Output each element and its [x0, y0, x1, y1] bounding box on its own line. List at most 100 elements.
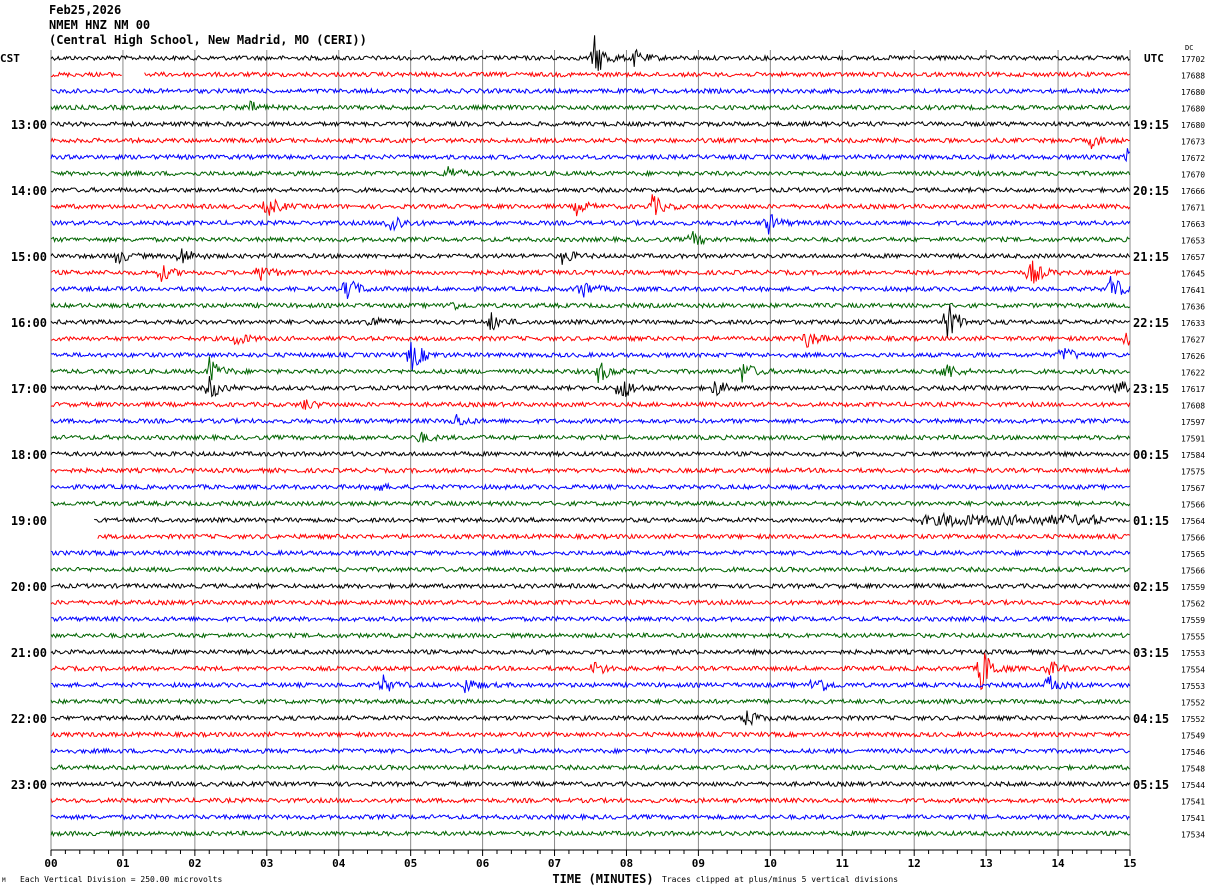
utc-hour-label: 02:15 — [1133, 580, 1169, 594]
dc-label: DC — [1185, 44, 1193, 52]
trace-17 — [50, 332, 1131, 348]
trace-22 — [50, 414, 1130, 426]
cst-hour-label: 21:00 — [11, 646, 47, 660]
utc-hour-label: 23:15 — [1133, 382, 1169, 396]
trace-16 — [50, 304, 1130, 339]
x-tick-label: 06 — [476, 857, 490, 870]
dc-offset-label: 17680 — [1181, 88, 1205, 97]
trace-41 — [50, 730, 1130, 739]
utc-hour-label: 05:15 — [1133, 778, 1169, 792]
dc-offset-label: 17617 — [1181, 385, 1205, 394]
x-tick-label: 05 — [404, 857, 417, 870]
trace-27 — [50, 499, 1131, 508]
utc-hour-label: 01:15 — [1133, 514, 1169, 528]
dc-offset-label: 17559 — [1181, 583, 1205, 592]
logo-mark: M — [2, 877, 6, 884]
clip-note: Traces clipped at plus/minus 5 vertical … — [662, 875, 898, 884]
trace-5 — [50, 135, 1130, 150]
dc-offset-label: 17575 — [1181, 468, 1205, 477]
utc-hour-label: 03:15 — [1133, 646, 1169, 660]
cst-hour-label: 15:00 — [11, 250, 47, 264]
trace-46 — [50, 813, 1131, 822]
trace-7 — [50, 166, 1131, 178]
trace-4 — [50, 120, 1131, 128]
utc-hour-label: 22:15 — [1133, 316, 1169, 330]
trace-42 — [50, 747, 1130, 755]
dc-offset-label: 17622 — [1181, 369, 1205, 378]
utc-hour-label: 19:15 — [1133, 118, 1169, 132]
cst-hour-label: 23:00 — [11, 778, 47, 792]
trace-24 — [50, 450, 1131, 458]
x-tick-label: 13 — [980, 857, 993, 870]
trace-31 — [50, 565, 1130, 574]
dc-offset-label: 17627 — [1181, 336, 1205, 345]
dc-offset-label: 17653 — [1181, 237, 1205, 246]
x-tick-label: 14 — [1051, 857, 1065, 870]
dc-offset-label: 17559 — [1181, 616, 1205, 625]
trace-33 — [50, 598, 1131, 607]
dc-offset-label: 17534 — [1181, 831, 1205, 840]
dc-offset-label: 17633 — [1181, 319, 1205, 328]
trace-13 — [50, 260, 1131, 284]
x-tick-label: 01 — [116, 857, 130, 870]
trace-29 — [97, 532, 1131, 541]
dc-offset-label: 17548 — [1181, 765, 1205, 774]
dc-offset-label: 17672 — [1181, 154, 1205, 163]
cst-hour-label: 16:00 — [11, 316, 47, 330]
trace-44 — [50, 780, 1131, 788]
x-tick-label: 08 — [620, 857, 633, 870]
trace-10 — [50, 214, 1131, 235]
dc-offset-label: 17673 — [1181, 138, 1205, 147]
dc-offset-label: 17608 — [1181, 402, 1205, 411]
trace-11 — [50, 230, 1130, 246]
dc-offset-label: 17597 — [1181, 418, 1205, 427]
dc-offset-label: 17567 — [1181, 484, 1205, 493]
dc-offset-label: 17636 — [1181, 303, 1205, 312]
dc-offset-label: 17555 — [1181, 633, 1205, 642]
trace-40 — [50, 710, 1131, 727]
dc-offset-label: 17546 — [1181, 748, 1205, 757]
scale-note: Each Vertical Division = 250.00 microvol… — [20, 875, 222, 884]
x-tick-label: 07 — [548, 857, 561, 870]
x-tick-label: 03 — [260, 857, 273, 870]
utc-hour-label: 00:15 — [1133, 448, 1169, 462]
dc-offset-label: 17663 — [1181, 220, 1205, 229]
station-label: NMEM HNZ NM 00 — [49, 18, 151, 32]
trace-1 — [144, 70, 1131, 79]
trace-28 — [94, 511, 1130, 529]
dc-offset-label: 17565 — [1181, 550, 1205, 559]
trace-36 — [50, 648, 1131, 656]
trace-30 — [50, 549, 1131, 557]
dc-offset-label: 17645 — [1181, 270, 1205, 279]
trace-34 — [50, 615, 1130, 624]
dc-offset-label: 17544 — [1181, 781, 1205, 790]
dc-offset-label: 17688 — [1181, 72, 1205, 81]
cst-hour-label: 13:00 — [11, 118, 47, 132]
utc-hour-label: 20:15 — [1133, 184, 1169, 198]
trace-39 — [50, 697, 1131, 706]
x-tick-label: 11 — [836, 857, 850, 870]
trace-21 — [50, 399, 1131, 410]
dc-offset-label: 17552 — [1181, 699, 1205, 708]
date-label: Feb25,2026 — [49, 3, 122, 17]
dc-offset-label: 17591 — [1181, 435, 1205, 444]
trace-20 — [50, 376, 1131, 398]
trace-19 — [50, 356, 1130, 383]
dc-offset-label: 17641 — [1181, 286, 1205, 295]
dc-offset-label: 17566 — [1181, 567, 1205, 576]
x-tick-label: 09 — [692, 857, 705, 870]
trace-3 — [50, 100, 1131, 112]
cst-hour-label: 19:00 — [11, 514, 47, 528]
trace-43 — [50, 763, 1131, 772]
cst-hour-label: 18:00 — [11, 448, 47, 462]
trace-18 — [50, 342, 1131, 372]
dc-offset-label: 17584 — [1181, 451, 1205, 460]
dc-offset-label: 17680 — [1181, 121, 1205, 130]
location-label: (Central High School, New Madrid, MO (CE… — [49, 33, 367, 47]
trace-37 — [50, 653, 1131, 691]
dc-offset-label: 17670 — [1181, 171, 1205, 180]
trace-12 — [50, 248, 1131, 265]
dc-offset-label: 17702 — [1181, 55, 1205, 64]
